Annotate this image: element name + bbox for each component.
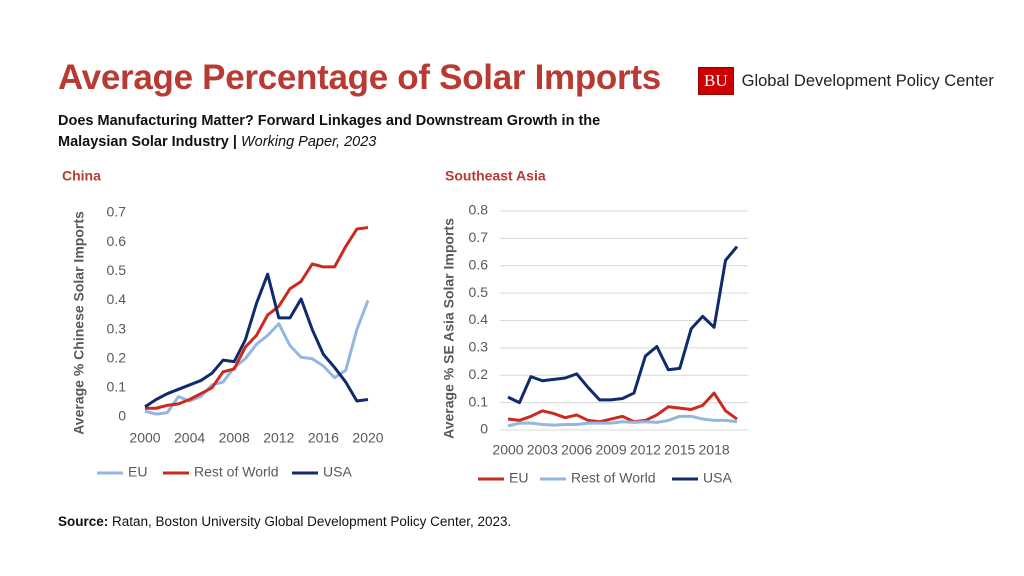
series-line <box>144 299 370 416</box>
logo-mark: BU <box>698 67 734 95</box>
y-tick-label: 0.7 <box>469 229 489 245</box>
x-tick-label: 2012 <box>630 442 661 458</box>
subtitle: Does Manufacturing Matter? Forward Linka… <box>58 111 603 153</box>
series-line <box>507 245 739 405</box>
x-tick-label: 2015 <box>664 442 695 458</box>
x-tick-label: 2016 <box>308 430 339 446</box>
legend-label: USA <box>323 464 352 480</box>
logo-text: Global Development Policy Center <box>741 71 994 90</box>
legend-label: USA <box>703 470 732 486</box>
y-tick-label: 0.3 <box>107 320 127 336</box>
y-tick-label: 0.6 <box>469 256 489 272</box>
x-tick-label: 2012 <box>263 430 294 446</box>
source: Source: Ratan, Boston University Global … <box>58 514 511 529</box>
x-tick-label: 2009 <box>595 442 626 458</box>
y-tick-label: 0.4 <box>107 291 127 307</box>
chart-title: Southeast Asia <box>445 168 546 184</box>
legend-label: Rest of World <box>194 464 279 480</box>
y-tick-label: 0.5 <box>107 262 127 278</box>
x-tick-label: 2018 <box>699 442 730 458</box>
page-title: Average Percentage of Solar Imports <box>58 58 661 97</box>
y-tick-label: 0.1 <box>469 393 489 409</box>
x-tick-label: 2003 <box>527 442 558 458</box>
y-tick-label: 0.8 <box>469 202 489 218</box>
logo: BU Global Development Policy Center <box>698 67 994 95</box>
y-tick-label: 0.5 <box>469 284 489 300</box>
x-tick-label: 2000 <box>492 442 523 458</box>
y-tick-label: 0.2 <box>469 366 489 382</box>
source-text: Ratan, Boston University Global Developm… <box>112 514 512 529</box>
x-tick-label: 2004 <box>174 430 205 446</box>
y-tick-label: 0 <box>480 421 488 437</box>
legend-label: EU <box>509 470 528 486</box>
y-tick-label: 0.3 <box>469 339 489 355</box>
y-tick-label: 0.1 <box>107 379 127 395</box>
source-label: Source: <box>58 514 109 529</box>
series-line <box>507 414 738 428</box>
x-tick-label: 2008 <box>219 430 250 446</box>
chart-title: China <box>62 168 101 184</box>
x-tick-label: 2020 <box>352 430 383 446</box>
y-tick-label: 0.6 <box>107 233 127 249</box>
series-line <box>144 272 369 409</box>
x-tick-label: 2000 <box>129 430 160 446</box>
legend-label: EU <box>128 464 147 480</box>
y-axis-label: Average % SE Asia Solar Imports <box>441 218 457 439</box>
series-line <box>145 226 369 410</box>
y-tick-label: 0 <box>118 408 126 424</box>
x-tick-label: 2006 <box>561 442 592 458</box>
y-tick-label: 0.7 <box>107 204 127 220</box>
subtitle-note: Working Paper, 2023 <box>240 134 377 150</box>
y-tick-label: 0.2 <box>107 349 127 365</box>
series-line <box>507 391 738 424</box>
y-axis-label: Average % Chinese Solar Imports <box>71 211 87 435</box>
legend-label: Rest of World <box>571 470 656 486</box>
subtitle-text: Does Manufacturing Matter? Forward Linka… <box>58 113 601 150</box>
y-tick-label: 0.4 <box>469 311 489 327</box>
